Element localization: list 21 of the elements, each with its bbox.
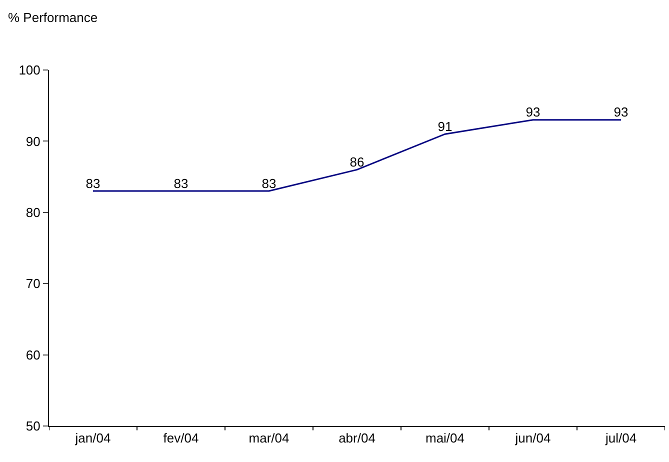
- y-tick-label: 70: [26, 276, 40, 292]
- y-tick-label: 50: [26, 418, 40, 434]
- data-label: 83: [262, 176, 276, 191]
- x-tick-label: jan/04: [74, 430, 111, 446]
- x-tick-label: mai/04: [425, 430, 465, 446]
- data-label: 86: [350, 154, 364, 170]
- y-tick-label: 60: [26, 347, 40, 362]
- x-tick-label: jul/04: [604, 430, 637, 446]
- x-tick-label: mar/04: [248, 430, 290, 446]
- y-tick-label: 100: [18, 62, 40, 78]
- y-tick-label: 90: [26, 134, 40, 149]
- y-axis-title: % Performance: [8, 10, 98, 25]
- x-tick-label: abr/04: [338, 430, 376, 446]
- y-tick-label: 80: [26, 204, 40, 220]
- data-label: 83: [174, 176, 188, 191]
- data-label: 93: [614, 104, 628, 120]
- data-label: 83: [86, 176, 100, 191]
- x-tick-label: fev/04: [163, 430, 199, 446]
- data-label: 93: [526, 104, 540, 120]
- data-label: 91: [438, 118, 452, 134]
- x-tick-label: jun/04: [514, 430, 551, 446]
